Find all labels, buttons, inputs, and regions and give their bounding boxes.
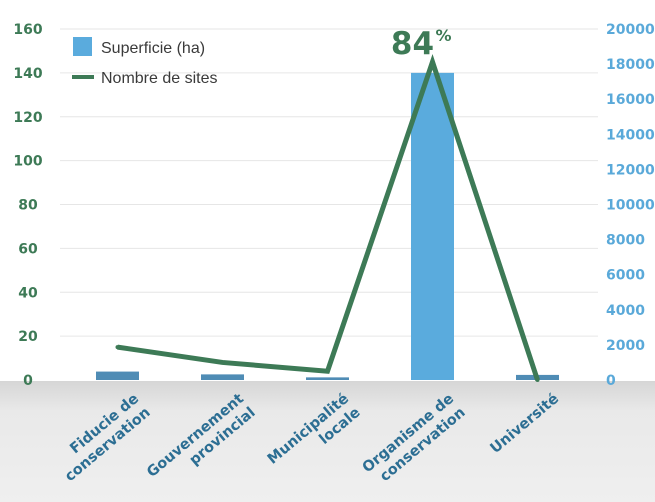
annotation: 84%	[391, 26, 452, 62]
legend-label: Superficie (ha)	[101, 40, 205, 57]
legend-swatch-line	[72, 75, 94, 79]
legend: Superficie (ha) Nombre de sites	[72, 37, 218, 87]
annotation-value: 84	[391, 26, 434, 62]
line-point	[115, 345, 120, 350]
right-tick-label: 2000	[606, 338, 645, 354]
right-tick-label: 16000	[606, 92, 655, 108]
bars	[96, 72, 559, 380]
left-axis: 0 20 40 60 80 100 120 140 160	[13, 22, 42, 389]
right-axis: 0 2000 4000 6000 8000 10000 12000 14000 16000 180…	[606, 22, 655, 389]
bar	[306, 377, 349, 380]
bar	[201, 374, 244, 380]
line-point	[220, 360, 225, 365]
legend-label: Nombre de sites	[101, 70, 218, 87]
right-tick-label: 6000	[606, 268, 645, 284]
right-tick-label: 4000	[606, 303, 645, 319]
right-tick-label: 12000	[606, 162, 655, 178]
annotation-suffix: %	[436, 26, 452, 45]
right-tick-label: 14000	[606, 127, 655, 143]
left-tick-label: 20	[18, 329, 38, 345]
legend-swatch-bar	[73, 37, 92, 56]
line-series	[115, 54, 540, 382]
left-tick-label: 40	[18, 285, 38, 301]
line-point	[325, 369, 330, 374]
left-tick-label: 160	[13, 22, 42, 38]
bar	[96, 371, 139, 380]
right-tick-label: 20000	[606, 22, 655, 38]
line-point	[430, 59, 435, 64]
right-tick-label: 18000	[606, 57, 655, 73]
bar	[411, 72, 454, 380]
left-tick-label: 80	[18, 198, 38, 214]
right-tick-label: 10000	[606, 198, 655, 214]
series-line	[117, 54, 540, 381]
floor-band	[0, 381, 655, 502]
gridlines	[60, 28, 598, 337]
left-tick-label: 100	[13, 154, 42, 170]
right-tick-label: 0	[606, 373, 616, 389]
left-tick-label: 120	[13, 110, 42, 126]
line-point	[535, 378, 540, 382]
right-tick-label: 8000	[606, 233, 645, 249]
left-tick-label: 140	[13, 66, 42, 82]
left-tick-label: 0	[23, 373, 33, 389]
left-tick-label: 60	[18, 241, 38, 257]
